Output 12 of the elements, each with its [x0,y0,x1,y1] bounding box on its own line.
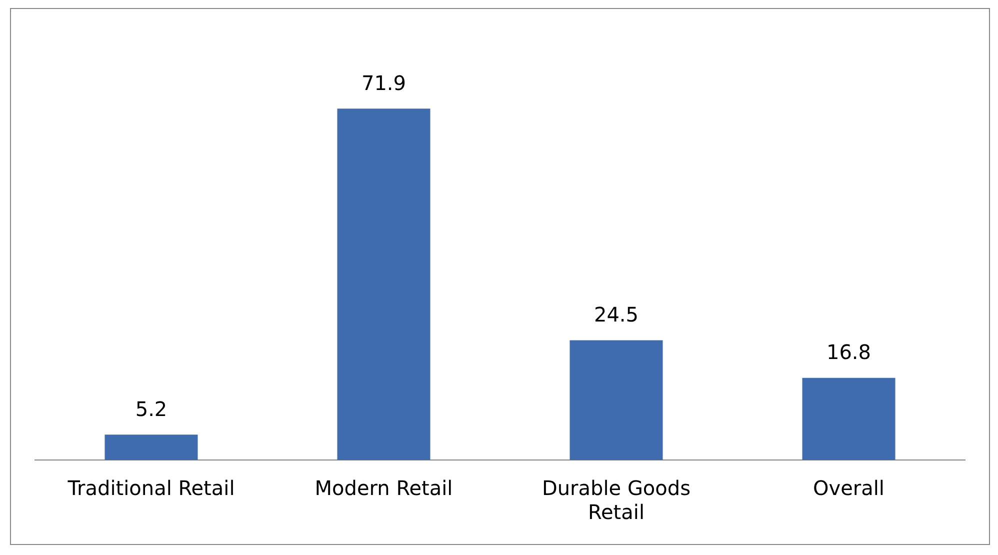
data-label: 71.9 [361,70,406,95]
x-tick-label: Modern Retail [314,476,453,500]
bar [802,378,896,460]
bar [337,108,430,460]
bar [104,434,198,460]
data-label: 24.5 [594,302,639,326]
data-label: 5.2 [135,396,168,421]
x-tick-label: Overall [813,476,884,500]
bar [570,340,663,460]
x-tick-label: Durable Goods Retail [542,476,691,524]
data-label: 16.8 [826,340,872,364]
x-tick-label: Traditional Retail [66,476,235,500]
